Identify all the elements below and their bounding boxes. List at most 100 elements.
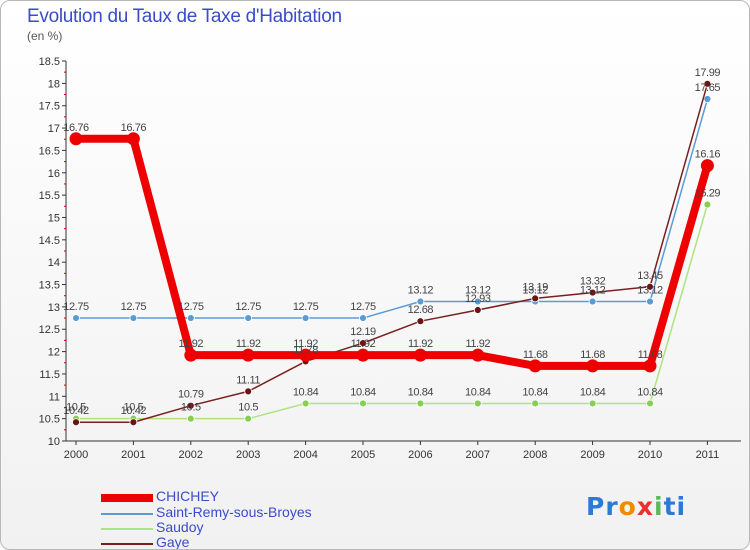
data-point-saint-remy-sous-broyes	[646, 297, 654, 306]
legend-label: Saudoy	[156, 519, 204, 535]
data-point-gaye	[473, 306, 482, 314]
logo-letter: r	[605, 492, 619, 521]
data-point-gaye	[588, 288, 597, 297]
data-label-chichey: 11.92	[351, 338, 376, 350]
legend-swatch	[101, 528, 153, 530]
y-tick-label: 13	[48, 302, 60, 314]
y-tick-label: 17	[48, 123, 60, 135]
legend-label: CHICHEY	[156, 488, 220, 504]
data-label-saint-remy-sous-broyes: 13.12	[637, 285, 663, 297]
data-label-saint-remy-sous-broyes: 12.75	[350, 301, 376, 313]
data-label-saudoy: 10.84	[580, 386, 606, 398]
data-point-gaye	[531, 294, 540, 303]
data-point-chichey	[241, 348, 255, 362]
data-point-gaye	[129, 418, 138, 427]
series-line-saudoy	[75, 203, 709, 420]
legend-swatch	[101, 494, 153, 502]
data-point-saint-remy-sous-broyes	[703, 95, 712, 103]
data-point-chichey	[356, 348, 370, 362]
data-label-saudoy: 15.29	[695, 188, 721, 200]
data-label-gaye: 13.45	[637, 270, 663, 282]
data-label-saudoy: 10.5	[238, 402, 258, 414]
y-tick-label: 15.5	[39, 190, 60, 202]
data-point-chichey	[471, 348, 485, 362]
x-tick-label: 2003	[236, 449, 260, 461]
logo-letter: t	[663, 492, 677, 521]
axes: 1010.51111.51212.51313.51414.51515.51616…	[39, 56, 741, 461]
proxiti-logo: Proxiti	[586, 492, 686, 521]
data-point-saudoy	[186, 414, 195, 423]
data-point-saint-remy-sous-broyes	[244, 314, 253, 322]
data-label-gaye: 12.93	[465, 293, 491, 305]
y-tick-label: 11.5	[39, 369, 60, 381]
data-labels: 16.76 16.76 11.92 11.92 11.92 11.92 11.92 11.92…	[63, 67, 721, 417]
data-point-saudoy	[531, 399, 540, 408]
x-tick-label: 2001	[121, 449, 145, 461]
data-label-saudoy: 10.5	[181, 402, 201, 414]
data-label-saint-remy-sous-broyes: 13.12	[522, 285, 548, 297]
data-point-saudoy	[588, 399, 597, 408]
y-tick-label: 13.5	[39, 280, 60, 292]
legend-swatch	[101, 543, 153, 545]
data-label-chichey: 11.68	[580, 349, 605, 361]
data-label-saint-remy-sous-broyes: 12.75	[63, 301, 89, 313]
logo-letter: i	[654, 492, 664, 521]
data-point-saint-remy-sous-broyes	[129, 314, 138, 322]
logo-letter: o	[618, 492, 637, 521]
data-label-saudoy: 10.84	[522, 386, 548, 398]
data-label-saudoy: 10.84	[637, 386, 663, 398]
data-point-saudoy	[416, 399, 425, 408]
y-tick-label: 10.5	[39, 414, 60, 426]
data-label-gaye: 11.11	[236, 374, 260, 386]
y-tick-label: 11	[49, 391, 60, 403]
y-tick-label: 14	[48, 257, 60, 269]
data-point-saudoy	[359, 399, 367, 408]
data-point-gaye	[646, 282, 654, 291]
data-point-chichey	[184, 348, 198, 362]
x-tick-label: 2009	[580, 449, 604, 461]
data-label-gaye: 17.99	[695, 67, 721, 79]
x-tick-label: 2008	[523, 449, 547, 461]
data-point-chichey	[643, 359, 657, 373]
legend-label: Gaye	[156, 534, 190, 550]
data-label-chichey: 11.68	[523, 349, 548, 361]
data-label-saudoy: 10.84	[293, 386, 319, 398]
data-label-gaye: 12.68	[408, 304, 434, 316]
data-label-chichey: 16.16	[695, 149, 721, 161]
data-label-chichey: 11.92	[178, 338, 203, 350]
data-point-gaye	[359, 339, 367, 347]
x-tick-label: 2005	[351, 449, 375, 461]
data-label-saint-remy-sous-broyes: 13.12	[465, 285, 491, 297]
y-tick-label: 17.5	[39, 101, 60, 113]
y-tick-label: 14.5	[39, 235, 60, 247]
data-point-saudoy	[646, 399, 654, 408]
y-tick-label: 16	[48, 168, 60, 180]
data-point-chichey	[69, 132, 83, 146]
data-label-saudoy: 10.5	[123, 402, 143, 414]
data-point-chichey	[413, 348, 427, 362]
data-label-chichey: 11.92	[293, 338, 318, 350]
data-point-saint-remy-sous-broyes	[301, 314, 310, 322]
series-line-gaye	[75, 83, 709, 423]
data-point-saudoy	[301, 399, 310, 408]
data-label-gaye: 13.19	[522, 281, 548, 293]
y-tick-label: 12.5	[39, 324, 60, 336]
logo-letter: x	[636, 492, 654, 521]
data-point-saint-remy-sous-broyes	[588, 297, 597, 306]
data-label-gaye: 10.79	[178, 389, 204, 401]
data-point-gaye	[244, 387, 253, 396]
data-label-gaye: 10.42	[121, 405, 147, 417]
data-label-saint-remy-sous-broyes: 17.65	[695, 82, 721, 94]
y-tick-label: 18	[48, 78, 60, 90]
data-point-gaye	[72, 418, 80, 427]
data-label-saint-remy-sous-broyes: 12.75	[178, 301, 204, 313]
data-point-saudoy	[473, 399, 482, 408]
data-point-chichey	[299, 348, 313, 362]
data-point-chichey	[126, 132, 140, 146]
data-point-saint-remy-sous-broyes	[72, 314, 80, 322]
data-label-chichey: 11.92	[465, 338, 490, 350]
data-label-chichey: 11.92	[408, 338, 433, 350]
y-tick-label: 18.5	[39, 56, 60, 68]
data-point-saint-remy-sous-broyes	[186, 314, 195, 322]
